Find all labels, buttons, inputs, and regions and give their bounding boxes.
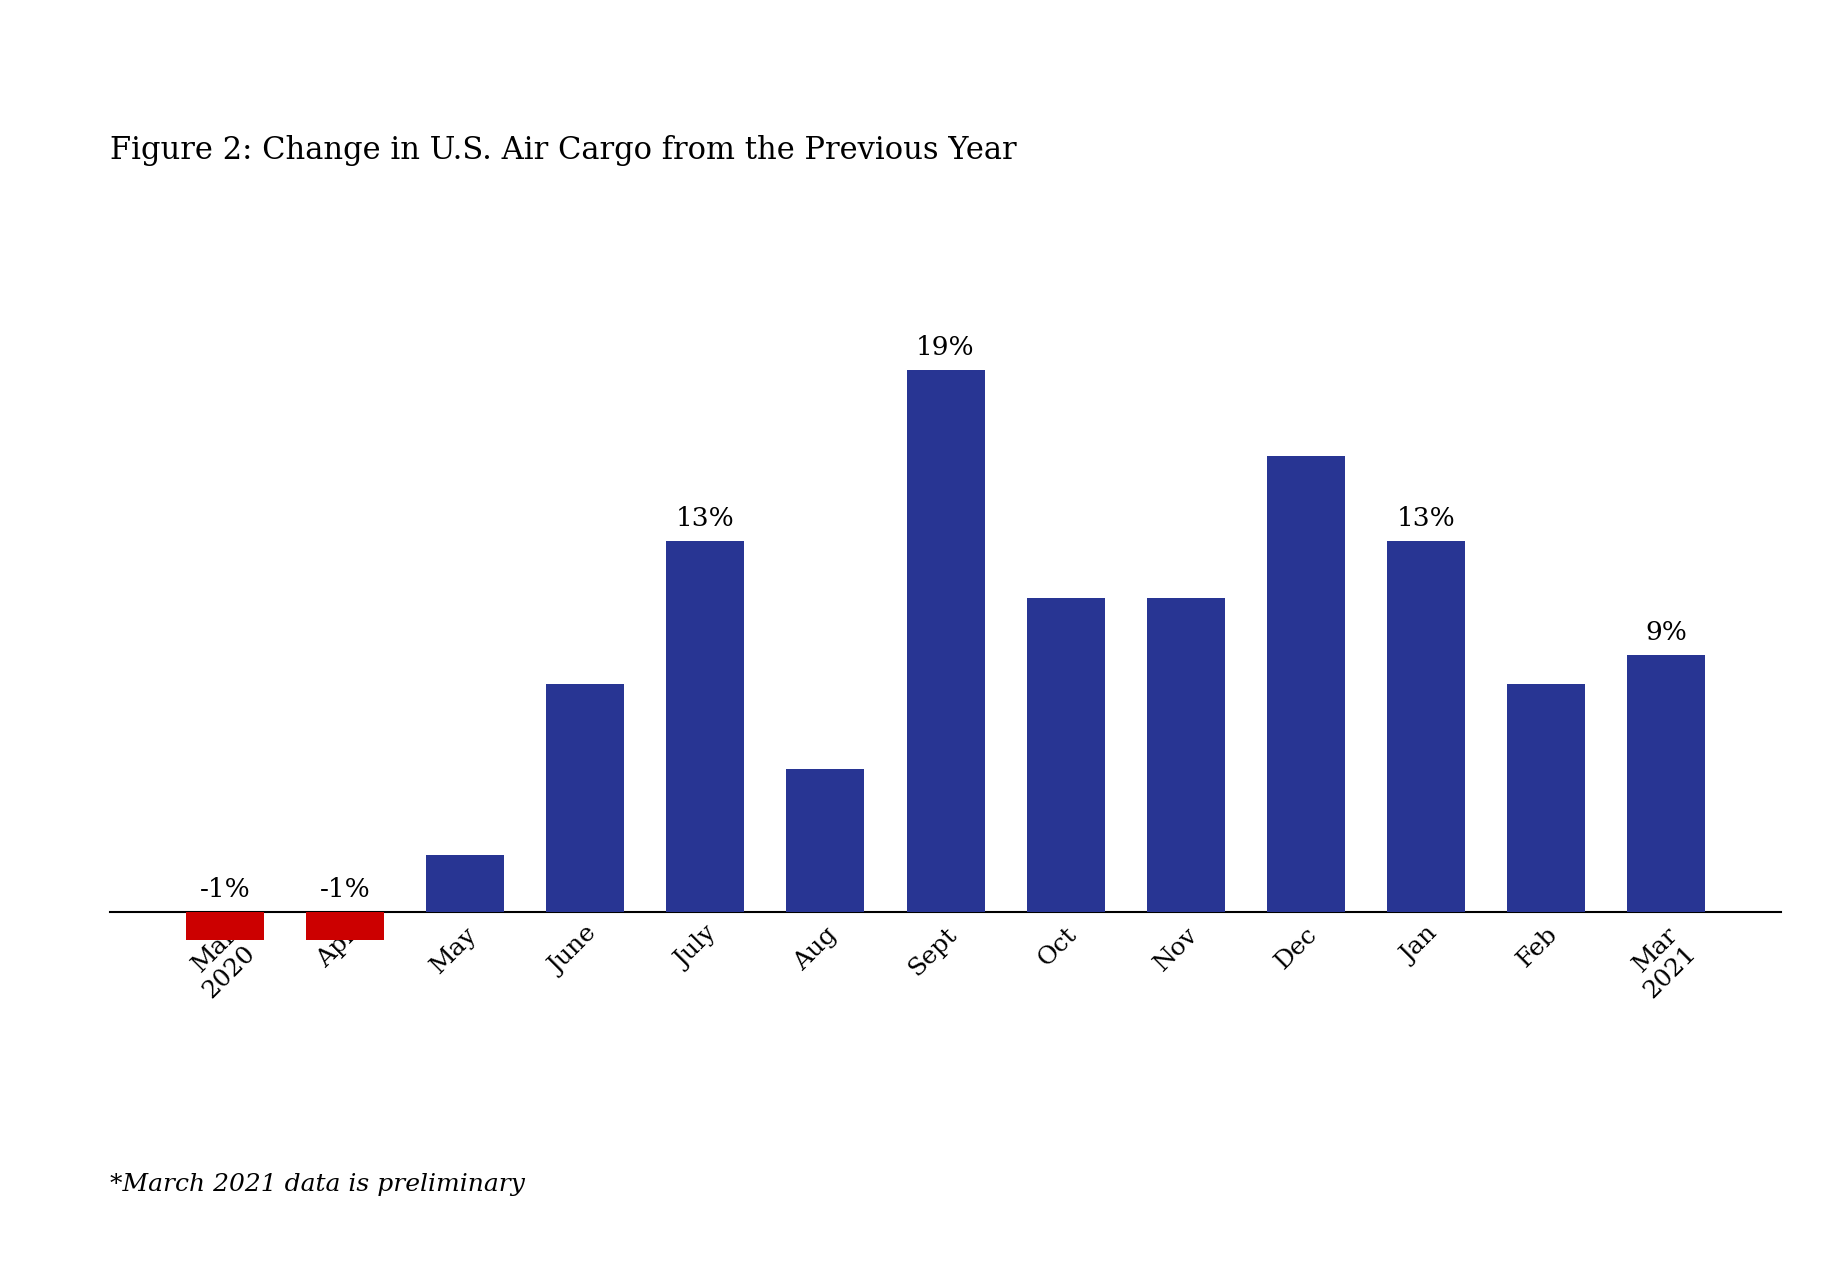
Bar (547, 683, 624, 912)
Text: -1%: -1% (200, 877, 250, 901)
Bar (1507, 683, 1584, 912)
Text: 13%: 13% (676, 506, 734, 531)
Bar (1026, 599, 1105, 912)
Bar (786, 769, 865, 912)
Text: 9%: 9% (1645, 620, 1687, 645)
Bar (426, 855, 505, 912)
Text: 13%: 13% (1397, 506, 1456, 531)
Bar (1267, 456, 1344, 912)
Bar (1148, 599, 1225, 912)
Text: -1%: -1% (319, 877, 371, 901)
Bar (1386, 541, 1465, 912)
Bar (185, 912, 264, 940)
Text: 19%: 19% (916, 336, 975, 360)
Bar (307, 912, 384, 940)
Bar (1627, 655, 1706, 912)
Text: Figure 2: Change in U.S. Air Cargo from the Previous Year: Figure 2: Change in U.S. Air Cargo from … (110, 135, 1017, 165)
Text: *March 2021 data is preliminary: *March 2021 data is preliminary (110, 1173, 525, 1196)
Bar (907, 370, 984, 912)
Bar (666, 541, 744, 912)
